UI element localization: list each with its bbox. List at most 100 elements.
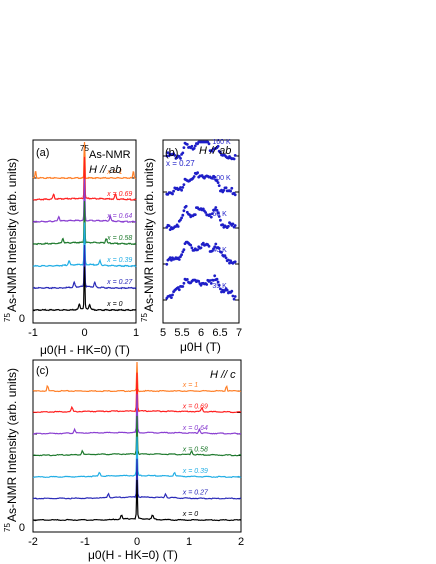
data-point: [213, 274, 217, 278]
data-point: [211, 149, 214, 153]
data-point: [224, 186, 228, 190]
data-point: [211, 249, 214, 253]
series-label: x = 1: [106, 169, 122, 176]
data-point: [179, 157, 182, 160]
data-point: [171, 293, 174, 297]
data-point: [212, 278, 215, 282]
data-point: [197, 279, 201, 283]
data-point: [223, 254, 227, 258]
data-point: [182, 281, 186, 285]
data-point: [232, 157, 236, 161]
panel-c-xtick: -2: [28, 536, 38, 548]
series-label: x = 0.64: [182, 425, 208, 432]
data-point: [182, 248, 186, 252]
data-point: [184, 204, 188, 208]
panel-a-zero: 0: [19, 313, 25, 325]
series-line: [32, 361, 242, 393]
panel-c-field: H // c: [210, 369, 236, 381]
data-point: [214, 242, 218, 246]
data-point: [207, 244, 211, 248]
series-line: [32, 372, 242, 414]
data-point: [168, 228, 172, 232]
panel-b-xtick: 6.5: [212, 327, 227, 339]
data-point: [177, 288, 181, 292]
data-point: [181, 285, 185, 288]
panel-a-frame: [32, 139, 137, 324]
series-line: [32, 201, 137, 246]
panel-b-xtick: 5.5: [174, 327, 189, 339]
data-point: [171, 192, 174, 196]
data-point: [180, 216, 184, 220]
panel-c-xtick: 0: [134, 536, 140, 548]
data-point: [220, 251, 223, 254]
panel-c: x = 1 x = 0.69 x = 0.64 x = 0.58 x = 0.39 x =…: [3, 359, 244, 562]
data-point: [230, 289, 234, 293]
panel-c-tag: (c): [36, 365, 49, 377]
panel-a: x = 1 x = 0.69 x = 0.64 x = 0.58 x = 0.39 x =…: [3, 139, 139, 357]
panel-a-xtick: 1: [133, 327, 139, 339]
data-point: [217, 283, 221, 287]
series-line: [32, 244, 137, 290]
data-point: [192, 175, 196, 178]
data-point: [170, 296, 173, 299]
data-point: [165, 262, 169, 266]
data-point: [228, 261, 231, 265]
panel-c-xtick: 2: [238, 536, 244, 548]
data-point: [233, 295, 237, 298]
data-point: [213, 208, 217, 212]
data-point: [185, 143, 189, 146]
series-label: 60 K: [212, 211, 227, 218]
data-point: [193, 144, 197, 148]
series-label: 35 K: [212, 283, 227, 290]
data-point: [208, 213, 212, 216]
series-label: x = 0.39: [106, 257, 132, 264]
data-point: [196, 248, 200, 252]
panel-c-xlabel: μ0(H - HK=0) (T): [88, 548, 178, 562]
data-point: [217, 215, 221, 218]
data-point: [216, 211, 220, 215]
data-point: [221, 223, 225, 227]
series-line: [33, 415, 242, 457]
data-point: [181, 186, 185, 189]
data-point: [165, 154, 169, 158]
data-point: [233, 193, 237, 197]
series-line: [32, 141, 137, 180]
series-line: [32, 436, 242, 479]
series-label: x = 0: [182, 511, 198, 518]
data-point: [217, 247, 221, 250]
data-point: [219, 218, 222, 222]
panel-a-xlabel: μ0(H - HK=0) (T): [40, 343, 130, 357]
panel-a-plot: x = 1 x = 0.69 x = 0.64 x = 0.58 x = 0.39 x =…: [32, 141, 137, 312]
series-label: x = 0.27: [106, 279, 133, 286]
data-point: [167, 224, 171, 228]
data-point: [185, 278, 189, 281]
panel-c-ylabel: As-NMR Intensity (arb. units): [5, 368, 19, 522]
series-line: [33, 394, 242, 435]
data-point: [224, 256, 228, 260]
panel-b-plot: 160 K 100 K 60 K 40 K 35 K: [163, 139, 239, 301]
data-point: [213, 245, 217, 249]
data-point: [227, 258, 230, 262]
data-point: [179, 186, 182, 189]
data-point: [207, 142, 211, 146]
series-label: x = 0.39: [182, 468, 208, 475]
data-point: [231, 294, 235, 298]
panel-a-ylabel: As-NMR Intensity (arb. units): [5, 158, 19, 312]
data-point: [217, 184, 221, 188]
data-point: [233, 154, 237, 157]
data-point: [232, 297, 236, 301]
series-label: x = 0.64: [106, 213, 132, 220]
panel-a-title: As-NMR: [89, 149, 131, 161]
panel-c-ylabel-sup: 75: [3, 523, 12, 532]
data-point: [172, 189, 176, 193]
data-point: [189, 243, 193, 247]
data-point: [229, 189, 233, 193]
data-point: [219, 287, 222, 291]
panel-a-ylabel-sup: 75: [3, 313, 12, 322]
data-point: [209, 282, 213, 285]
data-point: [176, 286, 180, 289]
panel-c-frame: [32, 359, 242, 533]
panel-c-xtick: 1: [186, 536, 192, 548]
data-point: [182, 183, 186, 187]
data-point: [204, 211, 208, 214]
